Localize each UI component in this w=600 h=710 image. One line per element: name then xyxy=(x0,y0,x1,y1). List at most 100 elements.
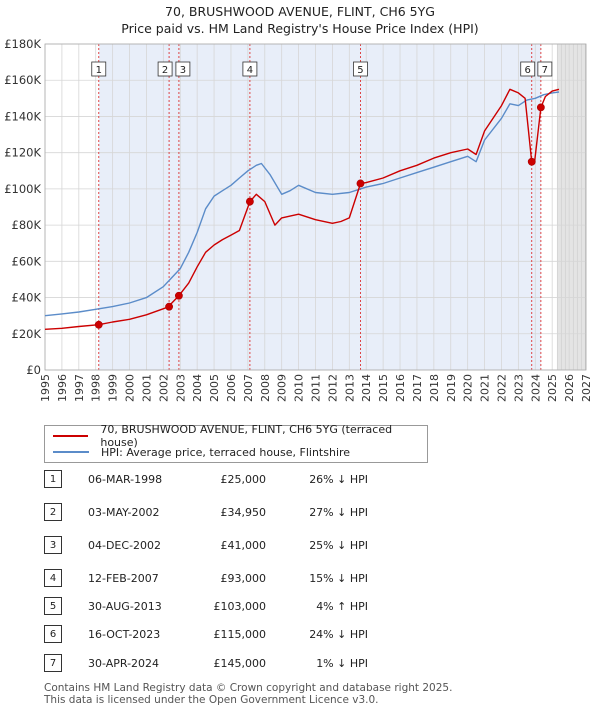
sale-number: 1 xyxy=(44,470,62,488)
x-tick-label: 2023 xyxy=(512,374,525,402)
table-row: 2 03-MAY-2002 £34,950 27% ↓ HPI xyxy=(44,503,384,525)
sale-point xyxy=(246,197,254,206)
y-tick-label: £20K xyxy=(12,327,42,341)
sale-number-label: 1 xyxy=(96,65,102,76)
sale-number-box xyxy=(537,61,553,77)
sale-price: £25,000 xyxy=(220,473,267,486)
sale-point xyxy=(536,103,545,112)
x-tick-label: 2013 xyxy=(343,374,356,402)
x-tick-label: 2005 xyxy=(208,374,221,402)
sale-number-box xyxy=(91,61,107,77)
y-tick-label: £140K xyxy=(4,109,41,123)
table-row: 6 16-OCT-2023 £115,000 24% ↓ HPI xyxy=(44,625,384,647)
chart-legend: 70, BRUSHWOOD AVENUE, FLINT, CH6 5YG (te… xyxy=(44,423,428,463)
x-tick-label: 1995 xyxy=(39,374,52,402)
sale-number: 4 xyxy=(44,569,62,587)
sale-number: 6 xyxy=(44,625,62,643)
sale-number-box xyxy=(157,61,173,77)
x-tick-label: 1997 xyxy=(73,374,86,402)
sale-point xyxy=(94,320,103,329)
sale-price: £103,000 xyxy=(213,600,267,613)
x-tick-label: 2025 xyxy=(546,374,559,402)
x-tick-label: 2017 xyxy=(411,374,424,402)
x-tick-label: 2002 xyxy=(157,374,170,402)
legend-swatch-property xyxy=(53,435,89,437)
sale-hpi-relation: 1% ↓ HPI xyxy=(316,657,368,670)
y-tick-label: £60K xyxy=(12,254,42,268)
sale-hpi-relation: 27% ↓ HPI xyxy=(309,506,368,519)
sale-point xyxy=(356,179,365,188)
sale-price: £145,000 xyxy=(213,657,267,670)
sale-hpi-relation: 15% ↓ HPI xyxy=(309,572,368,585)
sale-number-label: 5 xyxy=(357,65,363,76)
legend-label-hpi: HPI: Average price, terraced house, Flin… xyxy=(101,445,351,459)
price-chart: £0 £20K £40K £60K £80K £100K £120K £140K £160K £1… xyxy=(4,37,593,402)
sale-date: 30-AUG-2013 xyxy=(88,600,162,613)
table-row: 4 12-FEB-2007 £93,000 15% ↓ HPI xyxy=(44,569,384,591)
sale-number-label: 6 xyxy=(525,65,531,76)
y-tick-label: £80K xyxy=(12,218,42,232)
y-tick-label: £40K xyxy=(12,291,42,305)
chart-subtitle: Price paid vs. HM Land Registry's House … xyxy=(121,21,479,36)
sale-number: 5 xyxy=(44,597,62,615)
ownership-shade xyxy=(98,44,541,370)
sale-point xyxy=(527,157,536,166)
sale-price: £115,000 xyxy=(213,628,267,641)
sale-number: 3 xyxy=(44,536,62,554)
sale-hpi-relation: 26% ↓ HPI xyxy=(309,473,368,486)
x-tick-label: 2000 xyxy=(124,374,137,402)
sale-date: 30-APR-2024 xyxy=(88,657,160,670)
sale-number: 7 xyxy=(44,654,62,672)
attribution-line-2: This data is licensed under the Open Gov… xyxy=(44,694,379,706)
y-tick-label: £120K xyxy=(4,146,41,160)
x-tick-label: 2008 xyxy=(259,374,272,402)
x-tick-label: 2021 xyxy=(479,374,492,402)
x-tick-label: 2001 xyxy=(140,374,153,402)
sale-date: 04-DEC-2002 xyxy=(88,539,162,552)
sale-hpi-relation: 24% ↓ HPI xyxy=(309,628,368,641)
legend-item-property: 70, BRUSHWOOD AVENUE, FLINT, CH6 5YG (te… xyxy=(53,423,427,449)
x-tick-label: 2014 xyxy=(360,374,373,402)
attribution-line-1: Contains HM Land Registry data © Crown c… xyxy=(44,682,453,694)
x-tick-label: 2016 xyxy=(394,374,407,402)
table-row: 5 30-AUG-2013 £103,000 4% ↑ HPI xyxy=(44,597,384,619)
x-tick-label: 2020 xyxy=(462,374,475,402)
sale-number-box xyxy=(353,61,368,77)
sale-date: 03-MAY-2002 xyxy=(88,506,160,519)
x-tick-label: 2011 xyxy=(310,374,323,402)
sale-number-label: 3 xyxy=(180,65,186,76)
x-tick-label: 2027 xyxy=(580,374,593,402)
x-tick-label: 1996 xyxy=(56,374,69,402)
x-tick-label: 2022 xyxy=(495,374,508,402)
x-tick-label: 2007 xyxy=(242,374,255,402)
sale-date: 06-MAR-1998 xyxy=(88,473,163,486)
attribution: Contains HM Land Registry data © Crown c… xyxy=(44,682,452,706)
x-tick-label: 2024 xyxy=(529,374,542,402)
legend-swatch-hpi xyxy=(53,451,89,453)
x-tick-label: 2003 xyxy=(174,374,187,402)
sale-number-label: 2 xyxy=(162,65,168,76)
x-tick-label: 1998 xyxy=(90,374,103,402)
table-row: 3 04-DEC-2002 £41,000 25% ↓ HPI xyxy=(44,536,384,558)
table-row: 1 06-MAR-1998 £25,000 26% ↓ HPI xyxy=(44,470,384,492)
sale-number-label: 7 xyxy=(542,65,548,76)
sale-number-box xyxy=(175,61,191,77)
sale-number-label: 4 xyxy=(247,65,253,76)
x-tick-label: 2009 xyxy=(276,374,289,402)
y-tick-label: £0 xyxy=(26,363,41,377)
chart-title: 70, BRUSHWOOD AVENUE, FLINT, CH6 5YG xyxy=(165,4,435,19)
forecast-region xyxy=(557,44,586,370)
plot-frame xyxy=(44,43,587,371)
legend-label-property: 70, BRUSHWOOD AVENUE, FLINT, CH6 5YG (te… xyxy=(100,423,393,449)
x-tick-label: 1999 xyxy=(107,374,120,402)
sale-number: 2 xyxy=(44,503,62,521)
x-tick-label: 2004 xyxy=(191,374,204,402)
x-tick-label: 2006 xyxy=(225,374,238,402)
y-tick-label: £180K xyxy=(4,37,41,51)
sale-hpi-relation: 4% ↑ HPI xyxy=(316,600,368,613)
x-tick-label: 2015 xyxy=(377,374,390,402)
sale-number-box xyxy=(520,61,536,77)
hpi-line xyxy=(44,91,560,317)
sale-number-box xyxy=(242,61,258,77)
y-tick-label: £100K xyxy=(4,182,41,196)
